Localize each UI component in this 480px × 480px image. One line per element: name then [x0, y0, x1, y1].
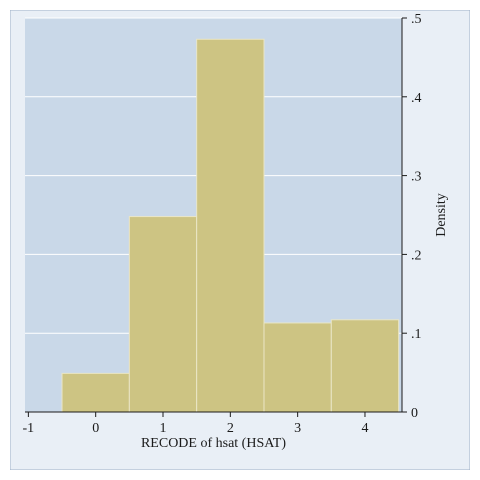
y-tick-label-1: .1: [411, 327, 422, 342]
x-tick-label-1: 0: [92, 421, 99, 436]
histogram-bar-4: [330, 319, 400, 413]
x-tick-label-4: 3: [294, 421, 301, 436]
y-tick-label-0: 0: [411, 406, 418, 421]
x-tick-label-2: 1: [160, 421, 167, 436]
histogram-bar-3: [263, 322, 332, 413]
histogram-chart: -1 0 1 2 3 4 0 .1 .2 .3 .4 .5 RECODE of hsat (HSAT)…: [9, 9, 471, 471]
x-tick-label-5: 4: [361, 421, 368, 436]
x-tick-label-0: -1: [23, 421, 35, 436]
y-tick-label-3: .3: [411, 170, 422, 185]
y-tick-label-2: .2: [411, 248, 422, 263]
chart-svg: -1 0 1 2 3 4 0 .1 .2 .3 .4 .5 RECODE of hsat (HSAT)…: [9, 9, 471, 471]
x-axis-title: RECODE of hsat (HSAT): [141, 436, 286, 451]
y-tick-label-4: .4: [411, 91, 422, 106]
histogram-bar-1: [128, 216, 198, 413]
x-tick-label-3: 2: [227, 421, 234, 436]
bars: [61, 38, 400, 413]
y-axis-title: Density: [434, 193, 449, 237]
histogram-bar-2: [196, 38, 265, 413]
y-tick-label-5: .5: [411, 12, 422, 27]
histogram-bar-0: [61, 372, 130, 413]
axes: -1 0 1 2 3 4 0 .1 .2 .3 .4 .5: [23, 12, 422, 436]
